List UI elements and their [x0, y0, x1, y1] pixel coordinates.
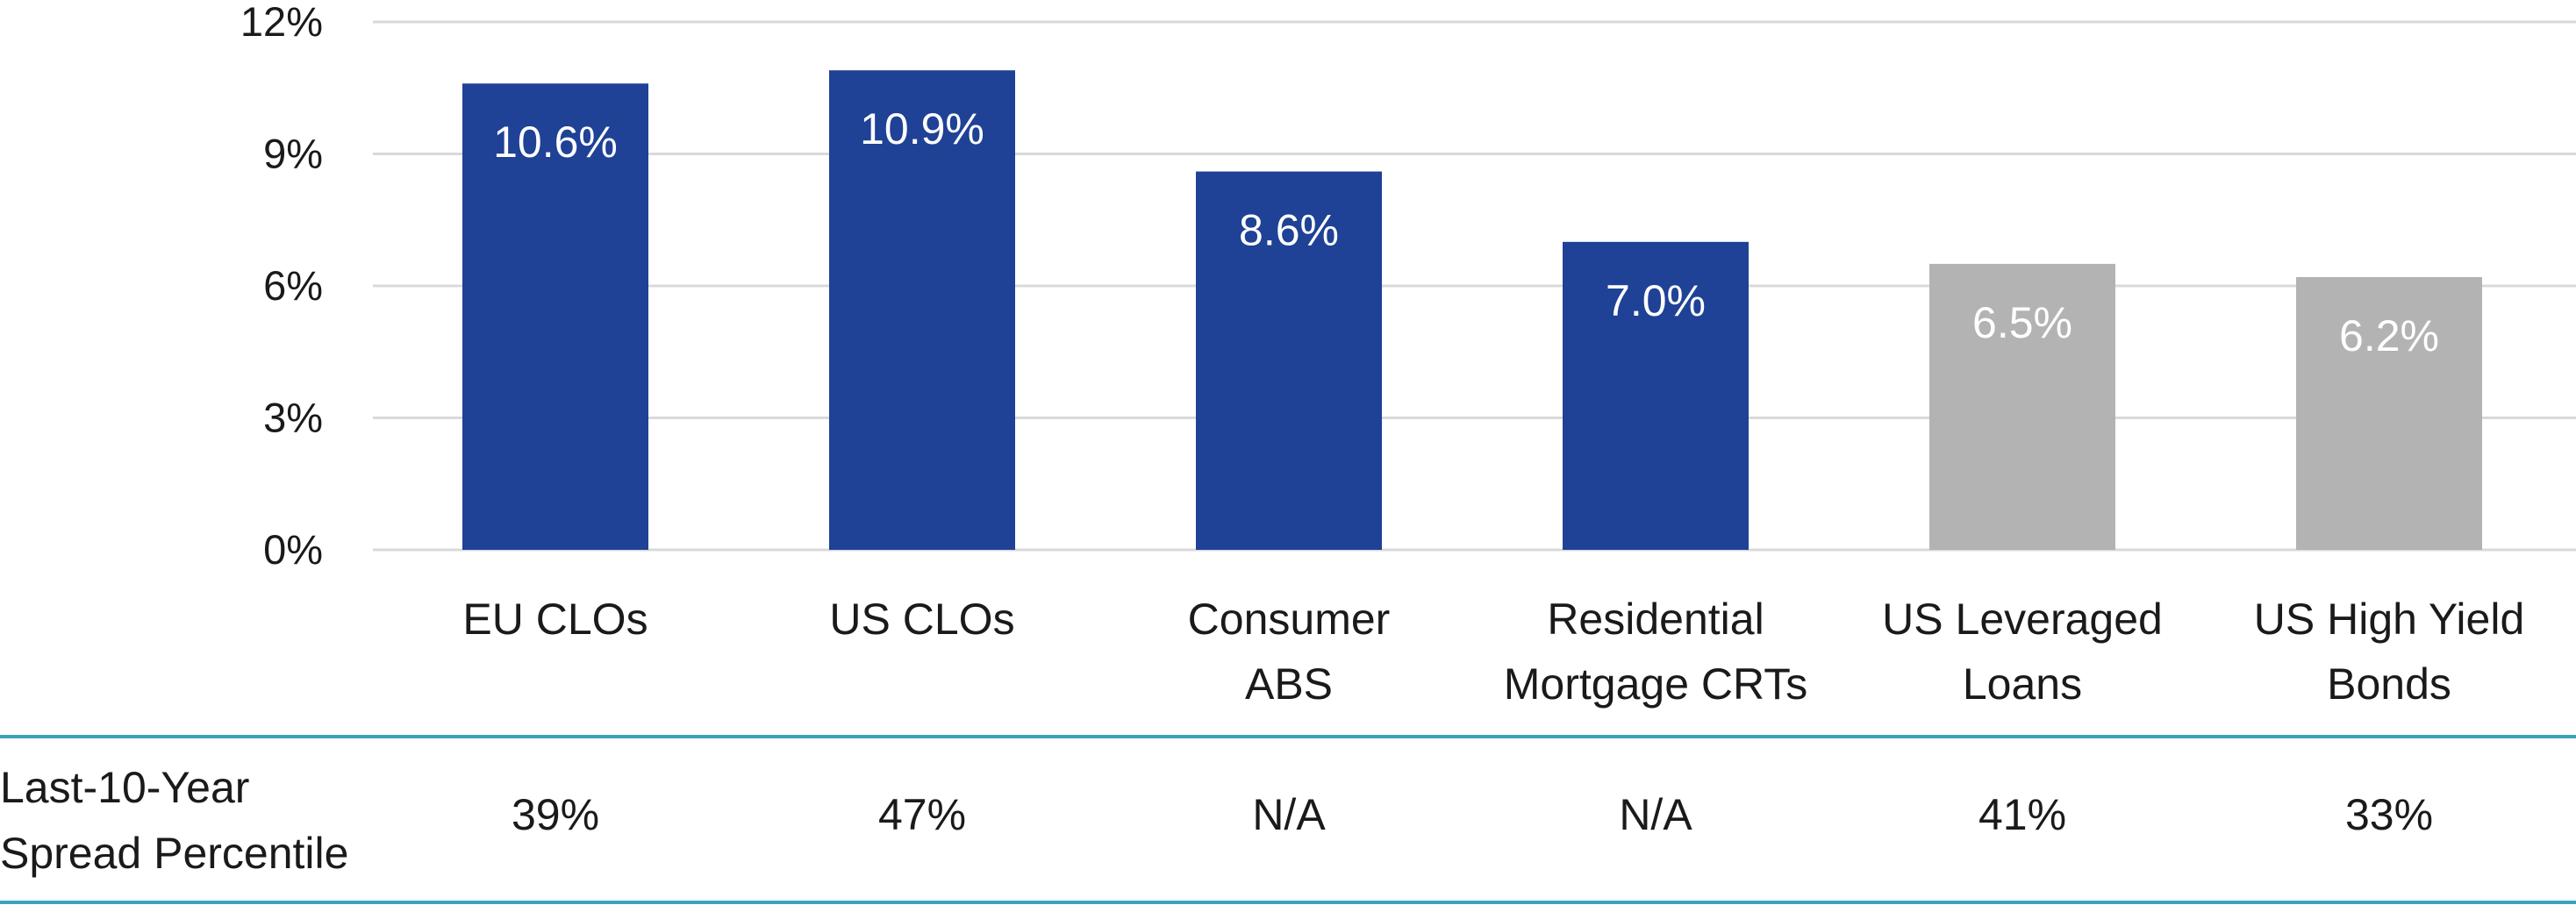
y-tick-label: 12%	[240, 0, 323, 45]
bar-data-label: 10.6%	[493, 118, 618, 167]
table-cell: 39%	[512, 790, 599, 839]
bar	[829, 70, 1015, 550]
bar	[1563, 241, 1749, 550]
bar	[1929, 263, 2115, 550]
bar	[1196, 171, 1382, 551]
x-category-label: US High Yield	[2254, 595, 2525, 644]
table-cell: 41%	[1979, 790, 2066, 839]
bar-data-label: 10.9%	[860, 104, 984, 153]
bar-data-label: 8.6%	[1239, 206, 1339, 255]
bar-data-label: 7.0%	[1606, 276, 1706, 325]
table-row-label: Last-10-Year	[0, 763, 249, 812]
bar-data-label: 6.5%	[1972, 298, 2072, 347]
x-category-label: Residential	[1547, 595, 1764, 644]
table-cell: 33%	[2345, 790, 2433, 839]
x-category-label: Loans	[1963, 659, 2082, 709]
bar	[2296, 276, 2482, 550]
bars	[462, 70, 2482, 551]
y-tick-label: 9%	[263, 131, 323, 177]
table-cell: 47%	[878, 790, 966, 839]
x-category-label: Mortgage CRTs	[1504, 659, 1807, 709]
x-category-label: US CLOs	[829, 595, 1014, 644]
table-cell: N/A	[1252, 790, 1326, 839]
x-category-label: ABS	[1245, 659, 1333, 709]
bar	[462, 83, 648, 550]
x-axis-category-labels: EU CLOs US CLOs Consumer ABS Residential Mort…	[462, 595, 2524, 709]
y-tick-label: 6%	[263, 262, 323, 309]
bar-data-label: 6.2%	[2339, 311, 2439, 360]
x-category-label: Consumer	[1188, 595, 1391, 644]
data-labels: 10.6% 10.9% 8.6% 7.0% 6.5% 6.2%	[493, 104, 2439, 360]
y-tick-label: 0%	[263, 526, 323, 573]
spread-percentile-table: Last-10-Year Spread Percentile 39% 47% N/A N/…	[0, 735, 2576, 904]
x-category-label: US Leveraged	[1882, 595, 2163, 644]
y-tick-label: 3%	[263, 395, 323, 441]
table-row-label: Spread Percentile	[0, 829, 348, 878]
table-cell: N/A	[1619, 790, 1692, 839]
y-axis-ticks: 0% 3% 6% 9% 12%	[240, 0, 323, 573]
x-category-label: Bonds	[2327, 659, 2451, 709]
x-category-label: EU CLOs	[462, 595, 648, 644]
gridlines	[373, 20, 2576, 552]
